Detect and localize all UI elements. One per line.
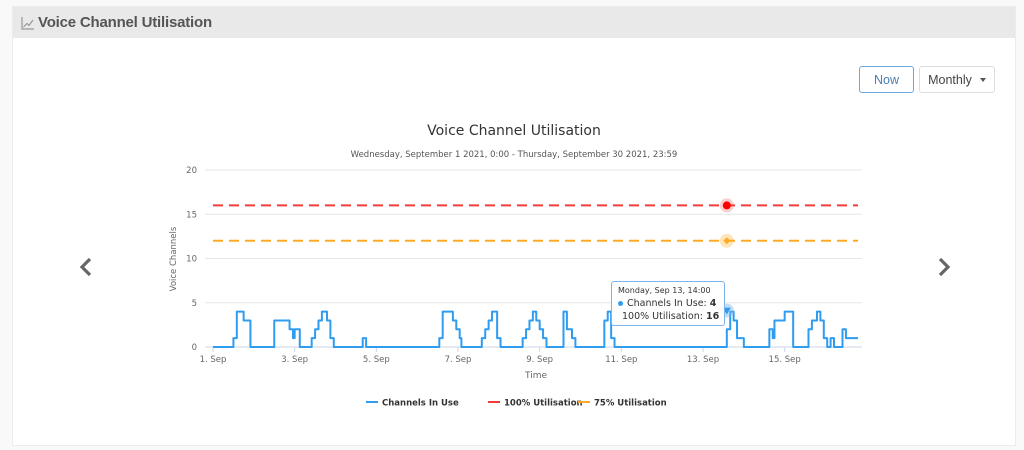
y-axis-ticks: 0 5 10 15 20 bbox=[186, 166, 197, 353]
y-tick-label: 15 bbox=[186, 210, 197, 220]
legend-label: Channels In Use bbox=[382, 399, 459, 409]
y-axis-label: Voice Channels bbox=[169, 226, 179, 291]
chevron-left-icon[interactable] bbox=[76, 255, 96, 279]
legend-item[interactable]: 100% Utilisation bbox=[488, 399, 583, 409]
legend-item[interactable]: Channels In Use bbox=[366, 399, 459, 409]
x-tick-label: 15. Sep bbox=[769, 355, 801, 365]
y-tick-label: 0 bbox=[192, 343, 197, 353]
y-tick-label: 10 bbox=[186, 255, 197, 265]
tooltip-value: 4 bbox=[709, 298, 717, 309]
x-tick-label: 13. Sep bbox=[687, 355, 719, 365]
legend-item[interactable]: 75% Utilisation bbox=[578, 399, 667, 409]
highlight-marker bbox=[723, 237, 731, 245]
line-chart-icon bbox=[21, 16, 34, 30]
x-tick-label: 11. Sep bbox=[605, 355, 637, 365]
tooltip: Monday, Sep 13, 14:00 Channels In Use: 4… bbox=[611, 281, 725, 326]
tooltip-label: 100% Utilisation: bbox=[622, 311, 703, 322]
x-tick-label: 7. Sep bbox=[445, 355, 472, 365]
period-label: Monthly bbox=[928, 72, 972, 87]
y-tick-label: 20 bbox=[186, 166, 197, 176]
x-tick-label: 5. Sep bbox=[363, 355, 390, 365]
legend[interactable]: Channels In Use 100% Utilisation 75% Utili… bbox=[366, 399, 667, 409]
legend-label: 100% Utilisation bbox=[504, 399, 583, 409]
voice-channel-panel: Voice Channel Utilisation bbox=[12, 6, 1016, 446]
now-label: Now bbox=[873, 72, 899, 87]
tooltip-row-channels: Channels In Use: 4 bbox=[618, 297, 718, 310]
now-button[interactable]: Now bbox=[859, 66, 914, 93]
legend-label: 75% Utilisation bbox=[594, 399, 667, 409]
y-tick-label: 5 bbox=[192, 299, 197, 309]
x-axis-ticks: 1. Sep 3. Sep 5. Sep 7. Sep 9. Sep 11. Sep 13.… bbox=[200, 347, 801, 365]
tooltip-label: Channels In Use: bbox=[627, 298, 707, 309]
channels-in-use-line bbox=[213, 310, 858, 348]
x-axis-label: Time bbox=[524, 371, 547, 381]
tooltip-row-utilisation: 100% Utilisation: 16 bbox=[618, 310, 720, 323]
panel-header: Voice Channel Utilisation bbox=[13, 7, 1015, 38]
tooltip-value: 16 bbox=[705, 311, 720, 322]
chart-title: Voice Channel Utilisation bbox=[427, 123, 601, 139]
x-tick-label: 1. Sep bbox=[200, 355, 227, 365]
caret-down-icon bbox=[979, 77, 986, 82]
tooltip-header: Monday, Sep 13, 14:00 bbox=[618, 286, 711, 295]
x-tick-label: 9. Sep bbox=[526, 355, 553, 365]
series-group bbox=[213, 198, 858, 348]
chart-subtitle: Wednesday, September 1 2021, 0:00 - Thur… bbox=[351, 150, 678, 160]
panel-title: Voice Channel Utilisation bbox=[38, 14, 212, 31]
period-dropdown[interactable]: Monthly bbox=[919, 66, 995, 93]
series-dot-icon bbox=[618, 301, 623, 306]
highlight-marker bbox=[722, 201, 731, 210]
chevron-right-icon[interactable] bbox=[934, 255, 954, 279]
x-tick-label: 3. Sep bbox=[281, 355, 308, 365]
